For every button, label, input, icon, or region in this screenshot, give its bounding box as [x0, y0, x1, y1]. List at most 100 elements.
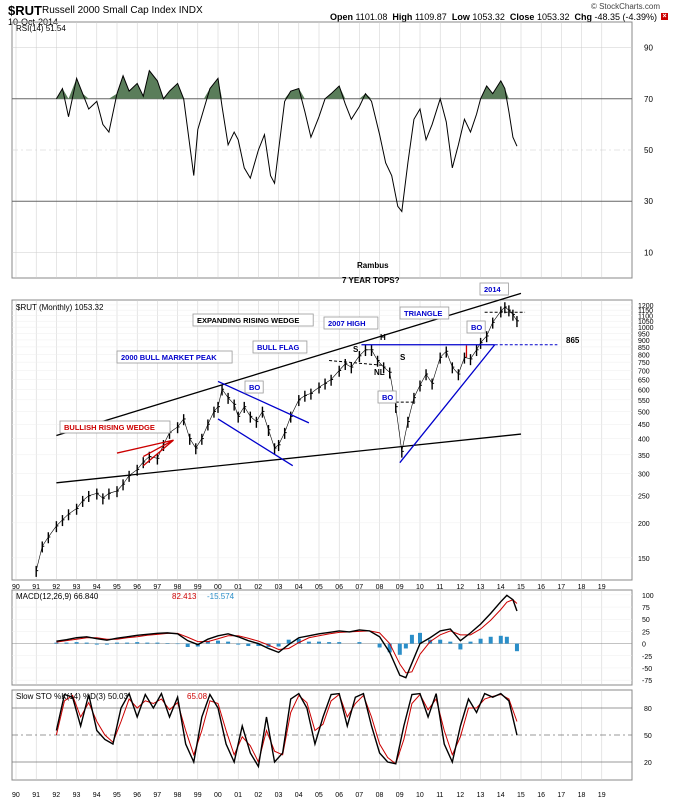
annotation-bull-market-peak-box — [116, 350, 233, 364]
macd-histogram-bar — [488, 636, 493, 644]
macd-y-tick-label: 25 — [642, 629, 650, 636]
x-tick-label: 94 — [93, 792, 101, 799]
annotation-7-year-tops: 7 YEAR TOPS? — [342, 276, 400, 285]
watermark: © StockCharts.com — [590, 2, 660, 11]
sto-d-value: 65.08 — [187, 692, 208, 701]
index-name: Russell 2000 Small Cap Index INDX — [42, 5, 203, 16]
close-value: 1053.32 — [536, 12, 570, 22]
x-tick-label: 94 — [93, 584, 101, 591]
panel-frame-price — [11, 299, 633, 581]
price-y-tick-label: 400 — [638, 437, 650, 444]
annotation-2007-high-box — [323, 316, 379, 330]
price-y-tick-label: 650 — [638, 378, 650, 385]
macd-histogram-bar — [458, 643, 463, 650]
macd-histogram-bar — [64, 642, 69, 644]
bullish-wedge-lines — [116, 439, 174, 467]
x-tick-label: 03 — [275, 584, 283, 591]
x-tick-label: 12 — [456, 584, 464, 591]
x-tick-label: 08 — [376, 792, 384, 799]
rsi-y-tick-label: 30 — [644, 197, 653, 206]
annotation-bo-2009-box — [377, 390, 397, 404]
macd-histogram-bar — [155, 642, 160, 644]
macd-histogram-bar — [145, 642, 150, 644]
annotation-bull-market-peak: 2000 BULL MARKET PEAK — [121, 353, 217, 362]
rsi-line — [55, 69, 518, 213]
price-y-tick-label: 500 — [638, 409, 650, 416]
x-tick-label: 92 — [52, 584, 60, 591]
price-y-tick-label: 200 — [638, 521, 650, 528]
ticker-symbol: $RUT — [8, 3, 42, 18]
x-tick-label: 97 — [153, 584, 161, 591]
macd-histogram-bar — [498, 635, 503, 644]
annotation-triangle-box — [399, 306, 450, 320]
x-tick-label: 90 — [12, 792, 20, 799]
x-tick-label: 09 — [396, 584, 404, 591]
macd-histogram-bar — [357, 642, 362, 644]
sto-k-line — [55, 691, 518, 769]
macd-histogram-bar — [337, 642, 342, 644]
triangle-bottom-line — [399, 344, 496, 464]
macd-title: MACD(12,26,9) 66.840 — [16, 592, 99, 601]
exchange-text: INDX — [178, 5, 203, 16]
x-tick-label: 96 — [133, 584, 141, 591]
x-tick-label: 17 — [557, 584, 565, 591]
macd-histogram-bar — [276, 643, 281, 647]
macd-y-tick-label: -75 — [642, 678, 652, 685]
rsi-y-tick-label: 70 — [644, 95, 653, 104]
index-name-text: Russell 2000 Small Cap Index — [42, 5, 176, 16]
macd-y-tick-label: 50 — [642, 617, 650, 624]
annotation-bo-2009: BO — [382, 393, 393, 402]
price-y-tick-label: 1200 — [638, 303, 654, 310]
x-tick-label: 16 — [537, 792, 545, 799]
bull-flag-lower-line — [217, 418, 294, 467]
x-tick-label: 00 — [214, 584, 222, 591]
price-y-tick-label: 950 — [638, 331, 650, 338]
x-tick-label: 13 — [477, 584, 485, 591]
macd-y-tick-label: 0 — [642, 642, 646, 649]
macd-hist-value: -15.574 — [207, 592, 235, 601]
macd-histogram-bar — [306, 641, 311, 644]
x-tick-label: 98 — [174, 792, 182, 799]
macd-histogram-bar — [246, 643, 251, 647]
low-value: 1053.32 — [472, 12, 505, 22]
macd-histogram-bar — [226, 641, 231, 644]
price-y-tick-label: 550 — [638, 398, 650, 405]
x-tick-label: 13 — [477, 792, 485, 799]
open-label: Open — [330, 12, 354, 22]
panel-frame-macd — [11, 589, 633, 686]
x-tick-label: 01 — [234, 584, 242, 591]
annotation-2007-high: 2007 HIGH — [328, 319, 366, 328]
x-tick-label: 00 — [214, 792, 222, 799]
annotation-bo-2012: BO — [471, 323, 482, 332]
macd-histogram-bar — [125, 642, 130, 644]
macd-histogram-bar — [104, 643, 109, 645]
close-label: Close — [509, 12, 535, 22]
macd-histogram-bar — [256, 643, 261, 647]
macd-signal-line — [56, 599, 518, 674]
macd-signal-value: 82.413 — [172, 592, 197, 601]
annotation-rambus: Rambus — [357, 261, 389, 270]
annotation-2014-box — [479, 282, 509, 296]
x-tick-label: 07 — [355, 792, 363, 799]
price-y-tick-label: 900 — [638, 338, 650, 345]
x-tick-label: 18 — [578, 792, 586, 799]
macd-histogram-bar — [397, 643, 402, 655]
macd-histogram-bar — [54, 642, 59, 644]
macd-histogram-bar — [185, 643, 190, 647]
close-icon[interactable]: × — [661, 13, 668, 20]
x-tick-label: 04 — [295, 584, 303, 591]
macd-histogram-bar — [286, 639, 291, 644]
x-tick-label: 11 — [436, 584, 443, 591]
annotation-expanding-rising-wedge-box — [192, 313, 314, 327]
x-tick-label: 95 — [113, 584, 121, 591]
price-y-tick-label: 350 — [638, 453, 650, 460]
price-y-tick-label: 750 — [638, 360, 650, 367]
macd-histogram-bar — [377, 643, 382, 648]
price-y-tick-label: 700 — [638, 369, 650, 376]
macd-histogram-bar — [478, 638, 483, 644]
annotation-bo-2012-box — [466, 320, 486, 334]
price-line — [35, 306, 518, 571]
x-tick-label: 15 — [517, 792, 525, 799]
x-tick-label: 08 — [376, 584, 384, 591]
x-tick-label: 99 — [194, 792, 202, 799]
